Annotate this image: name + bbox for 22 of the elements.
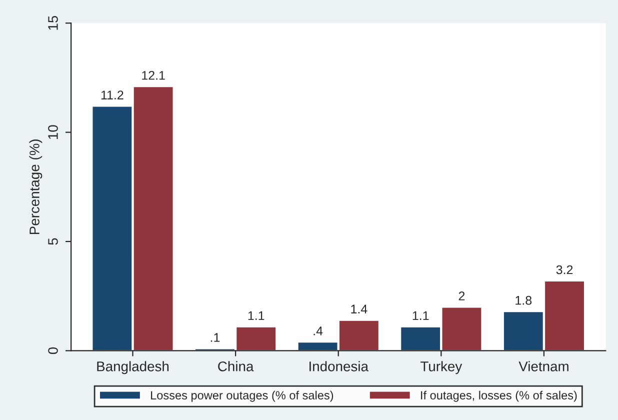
data-label: .1 — [210, 333, 220, 342]
x-tick-label: Indonesia — [310, 361, 368, 372]
data-label: 2 — [458, 292, 465, 300]
y-tick-label: 5 — [48, 238, 58, 245]
data-label: 1.4 — [351, 304, 368, 314]
legend-label: Losses power outages (% of sales) — [151, 390, 334, 402]
y-axis-title: Percentage (%) — [29, 140, 42, 234]
data-label: 11.2 — [101, 90, 124, 100]
data-label: 1.1 — [412, 311, 429, 320]
data-label: 3.2 — [556, 265, 573, 274]
data-label: 12.1 — [142, 70, 165, 80]
x-tick-label: Turkey — [420, 361, 462, 374]
data-label: 1.1 — [248, 311, 264, 320]
legend-label: If outages, losses (% of sales) — [421, 390, 577, 402]
y-tick-label: 10 — [48, 125, 58, 139]
x-tick-label: China — [218, 361, 254, 372]
x-tick-label: Bangladesh — [97, 361, 169, 374]
data-label: 1.8 — [516, 296, 532, 305]
x-tick-label: Vietnam — [518, 361, 568, 372]
y-tick-label: 0 — [48, 347, 58, 354]
y-tick-label: 15 — [48, 16, 58, 30]
data-label: .4 — [314, 326, 323, 336]
